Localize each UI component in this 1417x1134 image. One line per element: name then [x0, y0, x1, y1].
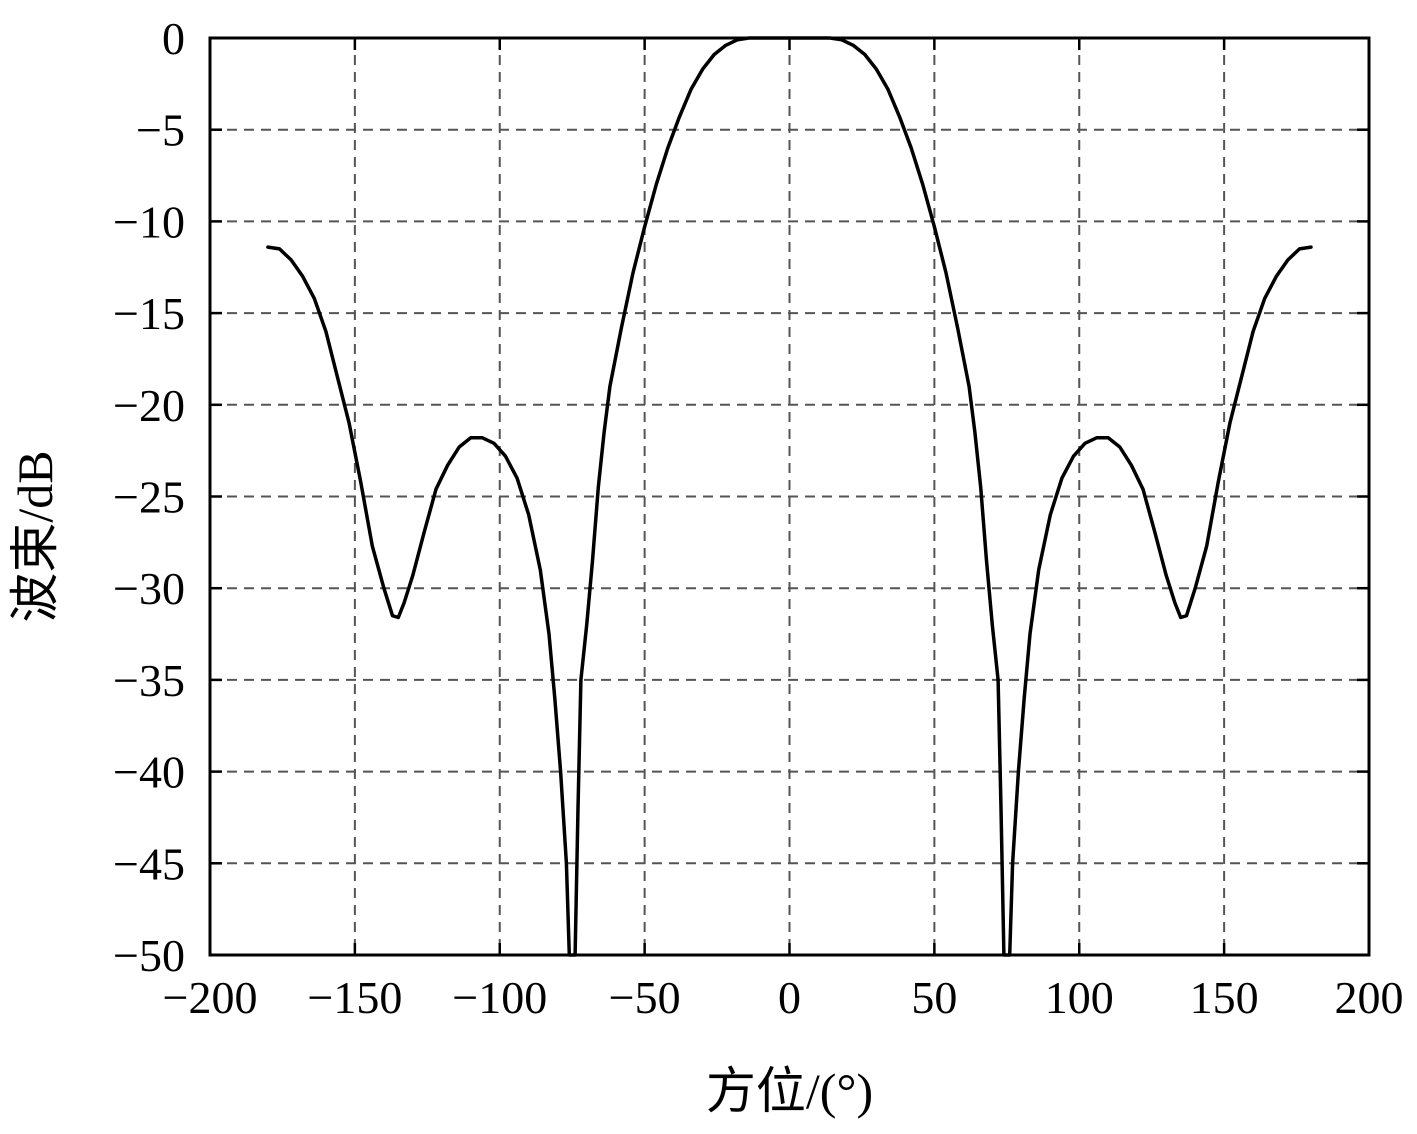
grid-lines	[210, 38, 1369, 955]
y-tick-label: 0	[162, 13, 185, 64]
plot-frame	[208, 36, 1371, 957]
y-tick-label: −50	[113, 930, 185, 981]
y-tick-label: −20	[113, 380, 185, 431]
x-tick-label: −100	[452, 972, 547, 1023]
x-tick-label: −50	[609, 972, 681, 1023]
x-tick-label: −200	[163, 972, 258, 1023]
x-tick-labels: −200 −150 −100 −50 0 50 100 150 200	[163, 972, 1404, 1023]
x-tick-label: 150	[1190, 972, 1259, 1023]
y-tick-label: −15	[113, 288, 185, 339]
y-tick-label: −5	[136, 105, 185, 156]
y-tick-label: −40	[113, 747, 185, 798]
x-tick-label: −150	[307, 972, 402, 1023]
y-tick-labels: 0 −5 −10 −15 −20 −25 −30 −35 −40 −45 −50	[113, 13, 185, 981]
y-tick-label: −45	[113, 838, 185, 889]
y-tick-label: −35	[113, 655, 185, 706]
x-tick-label: 0	[778, 972, 801, 1023]
y-tick-label: −25	[113, 472, 185, 523]
x-axis-title: 方位/(°)	[706, 1063, 873, 1119]
x-tick-label: 50	[911, 972, 957, 1023]
x-tick-label: 200	[1335, 972, 1404, 1023]
y-tick-label: −10	[113, 196, 185, 247]
y-axis-title: 波束/dB	[7, 450, 63, 622]
y-tick-label: −30	[113, 563, 185, 614]
x-tick-label: 100	[1045, 972, 1114, 1023]
